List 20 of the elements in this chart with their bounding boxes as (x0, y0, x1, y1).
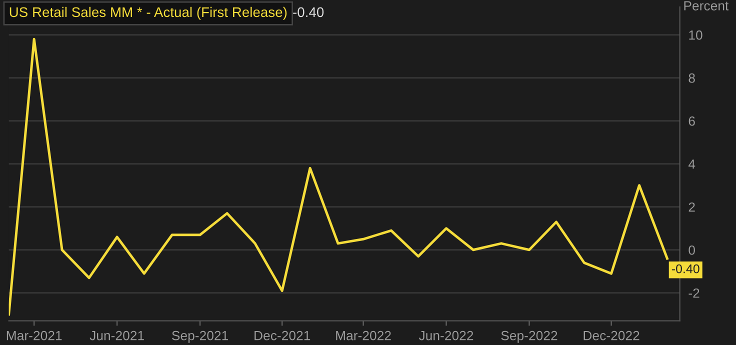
y-tick-label: 4 (688, 160, 696, 169)
y-tick-label: 8 (688, 73, 695, 83)
y-axis-title: Percent (684, 1, 729, 10)
x-tick-label: Sep-2021 (172, 330, 228, 343)
x-tick-label: Dec-2022 (584, 330, 640, 340)
y-tick-label: -2 (688, 288, 700, 298)
x-tick-label: Dec-2021 (254, 330, 310, 340)
x-tick-label: Mar-2021 (6, 330, 62, 340)
y-tick-label: 10 (689, 30, 702, 40)
x-tick-label: Mar-2022 (336, 330, 391, 340)
line-series (8, 38, 668, 316)
data-label: -0.40 (672, 264, 700, 274)
y-tick-label: 6 (688, 116, 695, 126)
x-tick-label: Sep-2022 (501, 330, 558, 343)
annotation: -0.40 (293, 7, 324, 18)
y-tick-label: 2 (688, 202, 695, 212)
y-tick-label: 0 (688, 245, 695, 255)
x-tick-label: Jun-2022 (418, 330, 474, 340)
text: US Retail Sales MM * - Actual (First Release) (10, 6, 287, 20)
x-tick-label: Jun-2021 (90, 330, 144, 340)
